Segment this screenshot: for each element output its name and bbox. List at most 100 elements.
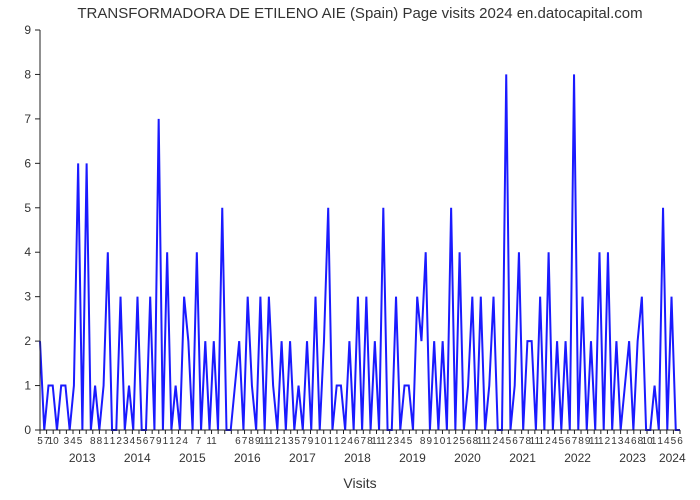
x-tick-label: 7 [149, 436, 155, 447]
x-tick-label: 5 [459, 436, 465, 447]
x-tick-label: 8 [97, 436, 103, 447]
x-tick-label: 6 [565, 436, 571, 447]
x-tick-label: 4 [347, 436, 353, 447]
y-tick-label: 8 [24, 67, 31, 81]
x-tick-label: 6 [466, 436, 472, 447]
y-tick-label: 4 [24, 245, 31, 259]
x-tick-label: 7 [196, 436, 202, 447]
x-tick-label: 6 [354, 436, 360, 447]
year-label: 2018 [344, 451, 371, 465]
x-tick-label: 1 [110, 436, 116, 447]
y-tick-label: 7 [24, 112, 31, 126]
y-tick-label: 5 [24, 201, 31, 215]
year-label: 2013 [69, 451, 96, 465]
x-tick-label: 5 [295, 436, 301, 447]
x-tick-label: 2 [176, 436, 182, 447]
x-tick-label: 2 [545, 436, 551, 447]
x-tick-label: 1 [611, 436, 617, 447]
x-tick-label: 6 [235, 436, 241, 447]
y-tick-label: 2 [24, 334, 31, 348]
x-tick-label: 6 [631, 436, 637, 447]
x-tick-label: 4 [400, 436, 406, 447]
x-tick-label: 8 [420, 436, 426, 447]
y-tick-label: 0 [24, 423, 31, 437]
x-tick-label: 8 [90, 436, 96, 447]
x-tick-label: 1 [598, 436, 604, 447]
year-label: 2022 [564, 451, 591, 465]
x-tick-label: 4 [664, 436, 670, 447]
x-tick-label: 1 [433, 436, 439, 447]
x-tick-label: 2 [492, 436, 498, 447]
y-tick-label: 9 [24, 23, 31, 37]
x-tick-label: 2 [116, 436, 122, 447]
x-tick-label: 5 [77, 436, 83, 447]
x-tick-label: 1 [169, 436, 175, 447]
x-tick-label: 1 [446, 436, 452, 447]
year-label: 2014 [124, 451, 151, 465]
y-tick-label: 1 [24, 379, 31, 393]
x-tick-label: 1 [314, 436, 320, 447]
x-tick-label: 7 [519, 436, 525, 447]
x-tick-label: 1 [334, 436, 340, 447]
x-tick-label: 1 [163, 436, 169, 447]
visits-series-line [40, 74, 680, 430]
x-tick-label: 2 [605, 436, 611, 447]
year-label: 2020 [454, 451, 481, 465]
x-tick-label: 3 [288, 436, 294, 447]
year-label: 2023 [619, 451, 646, 465]
x-axis: 5710 345 881123456791124 7 11 6789111213… [37, 430, 683, 447]
x-tick-label: 6 [677, 436, 683, 447]
x-tick-label: 3 [394, 436, 400, 447]
x-tick-label: 1 [103, 436, 109, 447]
x-tick-label: 5 [37, 436, 43, 447]
x-tick-label: 2 [275, 436, 281, 447]
x-tick-label: 4 [499, 436, 505, 447]
x-tick-label: 7 [572, 436, 578, 447]
year-label: 2016 [234, 451, 261, 465]
x-tick-label: 5 [558, 436, 564, 447]
x-tick-label: 7 [301, 436, 307, 447]
x-tick-label: 5 [506, 436, 512, 447]
x-tick-label: 2 [387, 436, 393, 447]
x-tick-label: 6 [143, 436, 149, 447]
x-tick-label: 5 [407, 436, 413, 447]
x-tick-label: 1 [281, 436, 287, 447]
x-tick-label: 8 [578, 436, 584, 447]
x-tick-label: 1 [539, 436, 545, 447]
x-tick-label: 9 [426, 436, 432, 447]
x-tick-label: 11 [206, 436, 217, 447]
x-tick-label: 5 [136, 436, 142, 447]
x-tick-label: 8 [248, 436, 254, 447]
year-label: 2019 [399, 451, 426, 465]
x-tick-label: 1 [328, 436, 334, 447]
x-tick-label: 2 [341, 436, 347, 447]
x-tick-label: 4 [624, 436, 630, 447]
y-axis: 0123456789 [24, 23, 40, 437]
year-label: 2021 [509, 451, 536, 465]
x-tick-label: 1 [268, 436, 274, 447]
year-label: 2024 [659, 451, 686, 465]
visits-line-chart: TRANSFORMADORA DE ETILENO AIE (Spain) Pa… [0, 0, 700, 500]
x-tick-label: 7 [361, 436, 367, 447]
x-axis-label: Visits [343, 475, 376, 491]
x-tick-label: 6 [512, 436, 518, 447]
x-tick-label: 9 [156, 436, 162, 447]
x-tick-label: 3 [618, 436, 624, 447]
x-tick-label: 1 [651, 436, 657, 447]
year-label: 2017 [289, 451, 316, 465]
year-axis: 2013 2014 2015 2016 2017 2018 2019 2020 2021 2022… [69, 451, 686, 465]
x-tick-label: 0 [440, 436, 446, 447]
x-tick-label: 7 [242, 436, 248, 447]
x-tick-label: 5 [671, 436, 677, 447]
chart-title: TRANSFORMADORA DE ETILENO AIE (Spain) Pa… [77, 5, 642, 22]
x-tick-label: 9 [308, 436, 314, 447]
x-tick-label: 4 [70, 436, 76, 447]
y-tick-label: 3 [24, 290, 31, 304]
x-tick-label: 0 [321, 436, 327, 447]
x-tick-label: 3 [64, 436, 70, 447]
x-tick-label: 2 [453, 436, 459, 447]
x-tick-label: 4 [552, 436, 558, 447]
year-label: 2015 [179, 451, 206, 465]
x-tick-label: 4 [130, 436, 136, 447]
x-tick-label: 3 [123, 436, 129, 447]
